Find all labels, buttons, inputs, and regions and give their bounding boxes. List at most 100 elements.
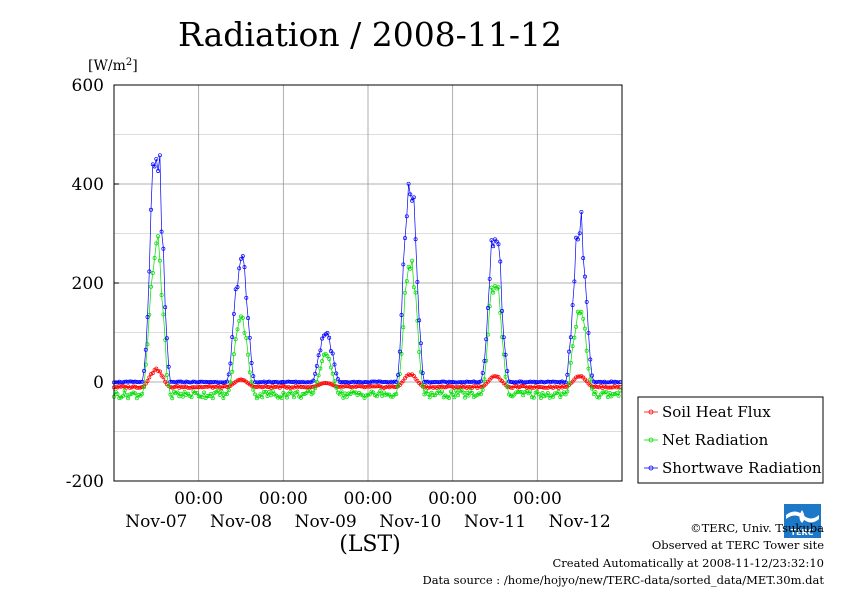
x-day-label: Nov-08: [210, 512, 272, 532]
data-point: [309, 384, 314, 389]
data-point: [142, 385, 146, 390]
data-point: [341, 395, 346, 400]
data-point: [173, 380, 178, 385]
data-point: [563, 380, 568, 385]
data-point: [572, 279, 577, 284]
data-point: [448, 384, 453, 389]
data-point: [554, 379, 559, 384]
data-point: [193, 390, 198, 395]
data-point: [471, 384, 476, 389]
data-point: [350, 379, 355, 384]
data-point: [279, 396, 284, 400]
data-point: [436, 388, 441, 393]
data-point: [489, 238, 494, 243]
data-point: [145, 315, 150, 319]
data-point: [129, 379, 134, 384]
data-point: [290, 391, 295, 396]
data-point: [553, 391, 557, 396]
data-point: [189, 395, 194, 400]
data-point: [422, 380, 427, 384]
grid-lines: [114, 85, 622, 481]
data-point: [246, 352, 251, 357]
data-point: [284, 395, 289, 400]
data-point: [320, 336, 325, 341]
data-point: [302, 380, 307, 385]
data-point: [530, 380, 534, 385]
data-point: [156, 368, 161, 373]
data-point: [484, 337, 489, 342]
data-point: [579, 310, 584, 314]
data-point: [540, 379, 545, 384]
data-point: [551, 394, 556, 399]
data-point: [172, 385, 176, 390]
data-point: [253, 392, 258, 397]
data-point: [120, 380, 125, 385]
data-point: [256, 384, 261, 389]
data-point: [396, 372, 400, 377]
data-point: [579, 209, 584, 214]
data-point: [332, 362, 337, 367]
data-point: [339, 389, 344, 394]
data-point: [378, 389, 383, 394]
data-point: [327, 381, 332, 386]
data-point: [300, 379, 305, 384]
data-point: [177, 379, 182, 384]
data-point: [161, 375, 166, 380]
data-point: [261, 379, 266, 384]
data-point: [544, 385, 549, 390]
data-point: [588, 357, 593, 362]
data-point: [314, 383, 319, 388]
data-point: [452, 385, 457, 390]
data-point: [530, 385, 534, 390]
data-point: [383, 385, 388, 390]
data-point: [159, 229, 164, 234]
data-point: [605, 380, 610, 385]
data-point: [597, 395, 602, 400]
data-point: [207, 384, 212, 389]
data-point: [163, 305, 168, 310]
data-point: [461, 380, 466, 385]
data-point: [256, 380, 261, 385]
data-point: [600, 390, 605, 395]
data-point: [456, 385, 460, 390]
data-point: [496, 375, 501, 380]
y-tick-label: 200: [72, 274, 104, 294]
data-point: [124, 392, 129, 397]
x-day-label: Nov-10: [379, 512, 441, 532]
data-point: [470, 391, 475, 395]
data-point: [224, 392, 229, 397]
data-point: [291, 395, 296, 400]
data-point: [441, 385, 446, 390]
data-point: [240, 254, 245, 259]
data-point: [514, 390, 519, 395]
data-point: [595, 384, 600, 389]
observed-site-text: Observed at TERC Tower site: [651, 538, 824, 552]
data-point: [424, 388, 429, 393]
data-point: [388, 379, 393, 384]
data-point: [505, 385, 510, 390]
data-point: [175, 390, 180, 395]
data-point: [306, 379, 310, 384]
data-point: [581, 316, 586, 321]
data-point: [604, 380, 609, 385]
data-point: [408, 373, 413, 378]
data-point: [131, 390, 136, 395]
data-point: [378, 379, 383, 384]
data-point: [597, 379, 602, 384]
data-point: [477, 384, 482, 389]
data-point: [212, 384, 217, 389]
y-tick-label: 0: [93, 373, 104, 393]
y-tick-label: 400: [72, 175, 104, 195]
data-point: [334, 385, 339, 390]
data-point: [247, 335, 252, 340]
data-source-path: Data source : /home/hojyo/new/TERC-data/…: [422, 573, 824, 587]
data-point: [540, 391, 545, 396]
data-point: [235, 327, 240, 332]
data-point: [590, 373, 594, 378]
legend-marker: [648, 465, 654, 471]
data-point: [134, 380, 139, 384]
data-point: [311, 378, 316, 383]
data-series: [112, 153, 623, 401]
data-point: [605, 395, 610, 399]
data-point: [418, 341, 423, 346]
